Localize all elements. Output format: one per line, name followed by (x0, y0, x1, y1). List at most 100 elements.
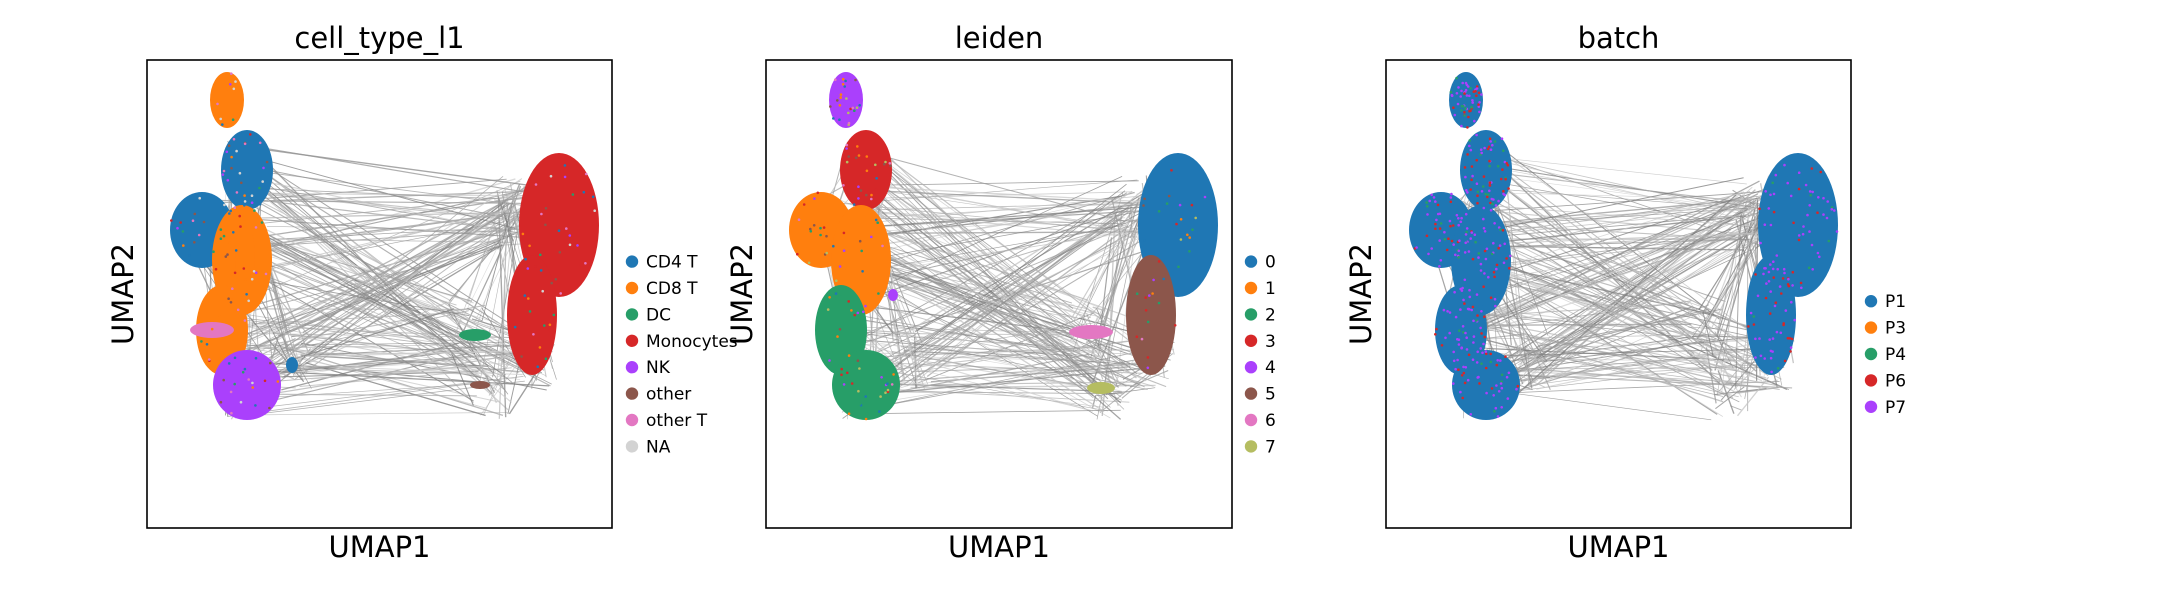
cell-point (568, 234, 572, 237)
cell-point (232, 87, 236, 91)
cell-point (261, 180, 265, 183)
cell-point (1478, 110, 1481, 114)
legend-label: other (646, 385, 691, 405)
cell-point (243, 367, 247, 371)
graph-edge (263, 159, 532, 234)
cell-point (234, 80, 237, 83)
cell-point (850, 137, 854, 141)
graph-edge (1519, 370, 1765, 384)
graph-edge (1527, 353, 1762, 387)
cell-point (1476, 190, 1480, 194)
legend-entry: 6 (1244, 411, 1276, 431)
y-axis-label: UMAP2 (106, 243, 140, 345)
cell-point (1460, 89, 1463, 93)
cell-point (841, 124, 845, 128)
cell-point (1445, 248, 1449, 252)
cell-point (1470, 105, 1473, 109)
cell-point (1428, 199, 1431, 203)
cell-point (1179, 238, 1183, 241)
cell-point (173, 219, 177, 223)
cell-point (1454, 315, 1458, 319)
graph-edge (912, 229, 1142, 381)
cell-point (1467, 353, 1471, 357)
cell-point (847, 111, 850, 115)
cell-point (1485, 247, 1489, 251)
cell-point (1442, 308, 1446, 312)
cell-point (1456, 358, 1459, 362)
graph-edge (843, 203, 1118, 231)
graph-edge (1475, 154, 1747, 185)
cell-point (1497, 246, 1500, 250)
cell-cluster (829, 72, 863, 128)
cell-point (1492, 270, 1496, 274)
cell-point (851, 106, 855, 110)
cell-point (1791, 270, 1795, 274)
cell-point (1464, 366, 1468, 369)
graph-edge (247, 277, 470, 317)
cell-point (1461, 286, 1464, 290)
cell-point (1771, 267, 1775, 271)
cell-point (1781, 277, 1785, 280)
graph-edge (874, 183, 1127, 384)
cell-point (249, 409, 253, 412)
graph-edge (252, 147, 493, 395)
cell-point (1515, 387, 1518, 391)
graph-edge (228, 244, 527, 367)
cell-point (563, 175, 567, 179)
cell-point (1140, 337, 1144, 341)
graph-edge (1478, 229, 1771, 268)
cell-point (219, 400, 223, 404)
cell-point (1464, 175, 1467, 179)
cell-point (1793, 318, 1796, 322)
cell-point (1505, 257, 1508, 260)
cell-point (1783, 359, 1787, 363)
cell-point (1800, 286, 1803, 290)
cell-point (1792, 221, 1795, 225)
cell-point (571, 193, 575, 196)
cell-point (1787, 277, 1790, 281)
cell-point (250, 201, 254, 204)
cell-point (528, 244, 531, 248)
cell-point (239, 400, 243, 404)
cell-point (1811, 268, 1814, 271)
cell-point (1469, 237, 1472, 240)
cell-point (216, 102, 219, 106)
cell-point (1489, 360, 1493, 364)
cell-point (1466, 378, 1470, 382)
cell-point (838, 104, 842, 107)
legend-label: P4 (1885, 345, 1906, 365)
cell-point (1508, 254, 1512, 258)
cell-point (834, 292, 838, 295)
cell-point (229, 390, 233, 394)
cell-point (1808, 204, 1811, 207)
graph-edge (235, 311, 463, 326)
cell-point (1489, 208, 1493, 212)
cell-point (250, 277, 254, 281)
legend-label: 7 (1265, 437, 1276, 457)
cell-point (219, 237, 223, 240)
graph-edge (237, 254, 505, 368)
graph-edge (481, 361, 525, 368)
cell-point (1443, 238, 1447, 241)
cell-point (552, 313, 556, 317)
cell-point (1477, 103, 1480, 106)
cell-point (845, 267, 848, 271)
cell-point (842, 249, 846, 252)
cell-point (878, 410, 881, 413)
graph-edge (1094, 339, 1102, 349)
cell-point (254, 404, 257, 407)
cell-point (1747, 325, 1750, 328)
cell-point (1452, 243, 1455, 246)
cell-point (1774, 301, 1778, 305)
cell-point (1447, 237, 1450, 240)
cell-point (1452, 359, 1456, 363)
cell-point (230, 155, 233, 159)
cell-point (1799, 281, 1803, 285)
cell-point (1772, 192, 1776, 196)
cell-point (230, 72, 233, 75)
graph-edge (1700, 228, 1763, 331)
graph-edge (247, 393, 477, 397)
cell-point (539, 269, 543, 272)
graph-edge (866, 345, 1166, 410)
cell-point (1791, 284, 1794, 287)
